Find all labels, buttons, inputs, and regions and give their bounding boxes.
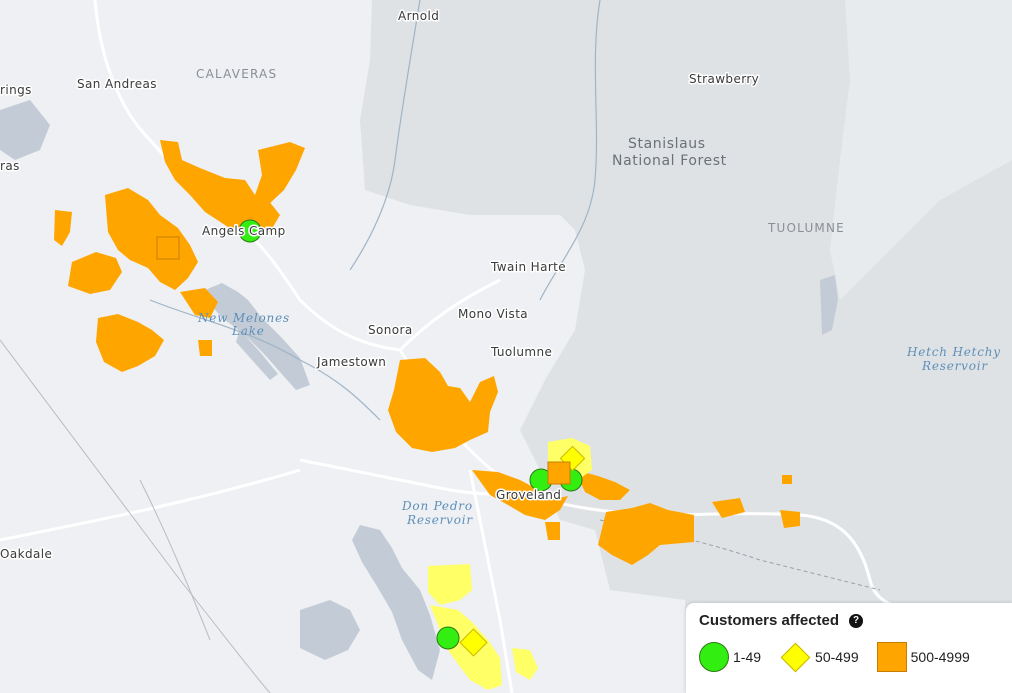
legend-diamond-icon — [779, 641, 811, 673]
outage-area-jamestown — [388, 358, 498, 452]
label-stanislaus-1: Stanislaus — [628, 136, 706, 152]
legend-square-icon — [876, 642, 907, 672]
outage-area-far-east-1 — [712, 498, 745, 518]
legend-item-500-4999: 500-4999 — [876, 642, 970, 672]
question-circle-icon[interactable]: ? — [849, 613, 864, 628]
outage-area-west-5 — [180, 288, 218, 318]
outage-markers[interactable] — [156, 219, 586, 657]
outage-area-far-east-2 — [780, 510, 800, 528]
don-pedro-arm — [300, 600, 360, 660]
label-san-andreas: San Andreas — [77, 77, 157, 91]
outage-area-angels-east — [255, 142, 305, 205]
outage-area-far-east-3 — [782, 475, 792, 484]
label-tuolumne-city: Tuolumne — [490, 345, 552, 359]
label-twain-harte: Twain Harte — [490, 260, 566, 274]
label-sonora: Sonora — [368, 323, 413, 337]
label-hetch-hetchy-1: Hetch Hetchy — [906, 345, 1001, 359]
legend-title: Customers affected — [699, 612, 840, 629]
outage-areas-500-4999[interactable] — [54, 140, 800, 565]
legend-items: 1-49 50-499 500-4999 — [699, 641, 1012, 673]
outage-area-west-2 — [54, 210, 72, 246]
label-ras: ras — [0, 159, 20, 173]
legend-item-50-499: 50-499 — [779, 641, 859, 673]
outage-area-groveland-east — [575, 470, 630, 500]
label-jamestown: Jamestown — [316, 355, 386, 369]
outage-marker-west — [156, 236, 180, 260]
outage-area-groveland-west — [472, 470, 568, 520]
rivers — [149, 0, 601, 421]
label-don-pedro-2: Reservoir — [406, 513, 473, 527]
outage-area-west-6 — [198, 340, 212, 356]
label-calaveras: CALAVERAS — [196, 67, 277, 81]
outage-area-bridge — [545, 522, 560, 540]
legend-label-50-499: 50-499 — [815, 649, 859, 665]
label-stanislaus-2: National Forest — [612, 153, 727, 169]
legend-circle-icon — [699, 642, 729, 672]
outage-area-highway-120 — [598, 503, 694, 565]
legend-item-1-49: 1-49 — [699, 642, 761, 672]
map-labels: Arnold CALAVERAS San Andreas rings ras S… — [0, 8, 1001, 563]
outage-marker-south — [436, 626, 460, 650]
minor-lines — [0, 339, 271, 693]
new-melones-lake — [205, 283, 310, 390]
outage-area-west-4 — [96, 314, 164, 372]
outage-marker-groveland-square — [547, 461, 571, 485]
outage-marker-angels-camp — [238, 219, 262, 243]
hetch-hetchy-reservoir — [820, 275, 838, 335]
label-new-melones-2: Lake — [231, 324, 265, 338]
label-new-melones-1: New Melones — [197, 311, 290, 325]
label-groveland: Groveland — [496, 488, 561, 502]
outage-area-angels-camp — [160, 140, 280, 240]
outage-area-south-yellow-3 — [512, 648, 538, 680]
water-bodies — [0, 100, 838, 680]
label-hetch-hetchy-2: Reservoir — [921, 359, 988, 373]
outage-area-west-3 — [68, 252, 122, 294]
label-tuolumne-county: TUOLUMNE — [767, 221, 845, 235]
outage-area-west-1 — [105, 188, 198, 290]
forest-lighter-patch — [830, 0, 1012, 300]
new-melones-arm — [236, 330, 278, 380]
outage-marker-south-diamond — [459, 628, 488, 657]
don-pedro-reservoir — [352, 525, 440, 680]
label-strawberry: Strawberry — [689, 72, 759, 86]
label-don-pedro-1: Don Pedro — [401, 499, 473, 513]
label-arnold: Arnold — [398, 9, 439, 23]
label-angels-camp: Angels Camp — [202, 224, 286, 238]
label-oakdale: Oakdale — [0, 547, 52, 561]
label-mono-vista: Mono Vista — [458, 307, 528, 321]
legend-label-500-4999: 500-4999 — [910, 649, 970, 665]
label-rings: rings — [0, 83, 32, 97]
outage-area-south-yellow-1 — [428, 564, 472, 605]
legend-title-row: Customers affected ? — [699, 612, 1012, 629]
legend-label-1-49: 1-49 — [733, 649, 762, 665]
legend-panel: Customers affected ? 1-49 50-499 500-499… — [686, 603, 1012, 693]
western-lake — [0, 100, 50, 160]
